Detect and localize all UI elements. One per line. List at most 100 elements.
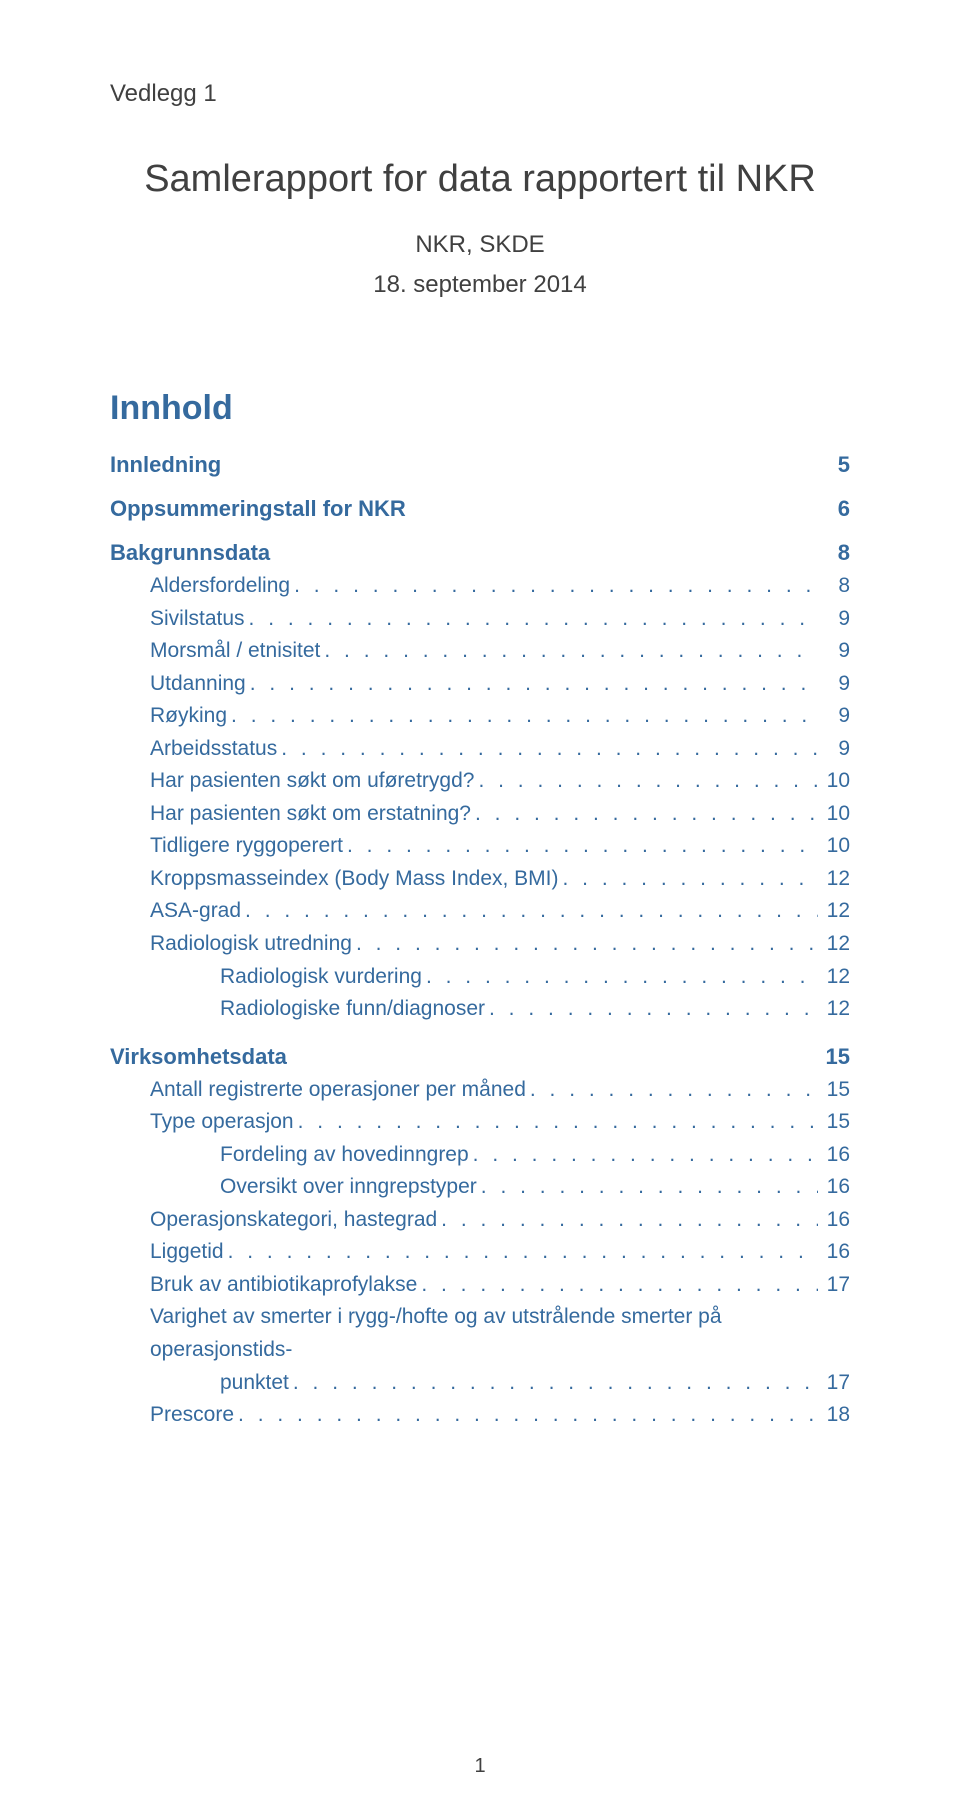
toc-section-innledning[interactable]: Innledning 5 xyxy=(110,452,850,478)
document-page: Vedlegg 1 Samlerapport for data rapporte… xyxy=(0,0,960,1492)
toc-item[interactable]: Arbeidsstatus 9 xyxy=(110,733,850,766)
toc-item-page: 18 xyxy=(822,1399,850,1432)
toc-item-page: 17 xyxy=(822,1367,850,1400)
toc-dots xyxy=(324,635,818,668)
toc-item-page: 12 xyxy=(822,863,850,896)
toc-item-label: Fordeling av hovedinngrep xyxy=(220,1139,469,1172)
toc-heading: Innhold xyxy=(110,389,850,428)
toc-item[interactable]: Operasjonskategori, hastegrad 16 xyxy=(110,1204,850,1237)
toc-item-label: Aldersfordeling xyxy=(150,570,290,603)
toc-item[interactable]: Sivilstatus 9 xyxy=(110,603,850,636)
toc-item-wrapped[interactable]: Varighet av smerter i rygg-/hofte og av … xyxy=(110,1301,850,1399)
toc-dots xyxy=(563,863,819,896)
toc-dots xyxy=(298,1106,818,1139)
toc-item[interactable]: Radiologisk vurdering 12 xyxy=(110,961,850,994)
toc-dots xyxy=(238,1399,818,1432)
toc-dots xyxy=(426,961,818,994)
toc-item-label: Type operasjon xyxy=(150,1106,294,1139)
toc-item[interactable]: Morsmål / etnisitet 9 xyxy=(110,635,850,668)
toc-dots xyxy=(281,733,818,766)
toc-item-page: 9 xyxy=(822,603,850,636)
toc-section-label: Innledning xyxy=(110,452,221,478)
toc-item[interactable]: Liggetid16 xyxy=(110,1236,850,1269)
toc-section-label: Virksomhetsdata xyxy=(110,1044,287,1070)
toc-item-label: Radiologisk vurdering xyxy=(220,961,422,994)
toc-item[interactable]: Radiologiske funn/diagnoser 12 xyxy=(110,993,850,1026)
toc-virksomhet-items: Antall registrerte operasjoner per måned… xyxy=(110,1074,850,1302)
toc-item-page: 9 xyxy=(822,635,850,668)
toc-item-page: 12 xyxy=(822,961,850,994)
toc-dots xyxy=(421,1269,818,1302)
toc-item[interactable]: Har pasienten søkt om erstatning? 10 xyxy=(110,798,850,831)
toc-item-page: 16 xyxy=(822,1171,850,1204)
toc-item-label: Har pasienten søkt om erstatning? xyxy=(150,798,471,831)
toc-item-page: 9 xyxy=(822,700,850,733)
toc-item-page: 10 xyxy=(822,765,850,798)
toc-item[interactable]: Bruk av antibiotikaprofylakse17 xyxy=(110,1269,850,1302)
page-number: 1 xyxy=(0,1755,960,1778)
toc-item-page: 16 xyxy=(822,1204,850,1237)
toc-item[interactable]: Antall registrerte operasjoner per måned… xyxy=(110,1074,850,1107)
toc-item-label: Har pasienten søkt om uføretrygd? xyxy=(150,765,474,798)
toc-item-label: Tidligere ryggoperert xyxy=(150,830,343,863)
toc-dots xyxy=(249,603,818,636)
toc-item[interactable]: Kroppsmasseindex (Body Mass Index, BMI) 1… xyxy=(110,863,850,896)
toc-virksomhet-last: Prescore 18 xyxy=(110,1399,850,1432)
appendix-label: Vedlegg 1 xyxy=(110,80,850,108)
toc-dots xyxy=(481,1171,818,1204)
toc-item[interactable]: Type operasjon 15 xyxy=(110,1106,850,1139)
toc-dots xyxy=(293,1367,818,1400)
toc-item-page: 9 xyxy=(822,668,850,701)
toc-section-virksomhet[interactable]: Virksomhetsdata 15 xyxy=(110,1044,850,1070)
toc-dots xyxy=(473,1139,818,1172)
toc-bakgrunn-items: Aldersfordeling8Sivilstatus9Morsmål / et… xyxy=(110,570,850,1026)
toc-item-page: 9 xyxy=(822,733,850,766)
toc-section-bakgrunn[interactable]: Bakgrunnsdata 8 xyxy=(110,540,850,566)
toc-item-label: Sivilstatus xyxy=(150,603,245,636)
toc-dots xyxy=(441,1204,818,1237)
toc-dots xyxy=(489,993,818,1026)
toc-dots xyxy=(356,928,818,961)
toc-section-page: 6 xyxy=(838,496,850,522)
document-date: 18. september 2014 xyxy=(110,271,850,299)
toc-item-label: Morsmål / etnisitet xyxy=(150,635,320,668)
toc-item[interactable]: Utdanning 9 xyxy=(110,668,850,701)
toc-item[interactable]: Prescore 18 xyxy=(110,1399,850,1432)
toc-item-page: 16 xyxy=(822,1139,850,1172)
toc-dots xyxy=(478,765,818,798)
toc-item-page: 12 xyxy=(822,993,850,1026)
toc-dots xyxy=(231,700,818,733)
toc-item[interactable]: ASA-grad 12 xyxy=(110,895,850,928)
toc-item[interactable]: Fordeling av hovedinngrep 16 xyxy=(110,1139,850,1172)
document-title: Samlerapport for data rapportert til NKR xyxy=(110,158,850,201)
toc-dots xyxy=(250,668,818,701)
toc-item-label: Kroppsmasseindex (Body Mass Index, BMI) xyxy=(150,863,559,896)
toc-section-page: 8 xyxy=(838,540,850,566)
toc-item-label: Liggetid xyxy=(150,1236,224,1269)
toc-item-label: Radiologisk utredning xyxy=(150,928,352,961)
toc-section-label: Oppsummeringstall for NKR xyxy=(110,496,406,522)
toc-section-oppsummering[interactable]: Oppsummeringstall for NKR 6 xyxy=(110,496,850,522)
toc-item-label: ASA-grad xyxy=(150,895,241,928)
toc-item-page: 15 xyxy=(822,1106,850,1139)
toc-item[interactable]: Røyking9 xyxy=(110,700,850,733)
toc-item[interactable]: Radiologisk utredning12 xyxy=(110,928,850,961)
toc-dots xyxy=(245,895,818,928)
toc-item-label: Radiologiske funn/diagnoser xyxy=(220,993,485,1026)
toc-item-label: Oversikt over inngrepstyper xyxy=(220,1171,477,1204)
toc-item-page: 17 xyxy=(822,1269,850,1302)
toc-item[interactable]: Tidligere ryggoperert10 xyxy=(110,830,850,863)
toc-item[interactable]: Har pasienten søkt om uføretrygd? 10 xyxy=(110,765,850,798)
toc-item-label: Operasjonskategori, hastegrad xyxy=(150,1204,437,1237)
toc-item[interactable]: Aldersfordeling8 xyxy=(110,570,850,603)
document-subtitle: NKR, SKDE xyxy=(110,231,850,259)
toc-item-label: Utdanning xyxy=(150,668,246,701)
toc-item-page: 12 xyxy=(822,895,850,928)
toc-item-label: Prescore xyxy=(150,1399,234,1432)
toc-item-label: Arbeidsstatus xyxy=(150,733,277,766)
toc-item[interactable]: Oversikt over inngrepstyper 16 xyxy=(110,1171,850,1204)
toc-item-label: Antall registrerte operasjoner per måned xyxy=(150,1074,526,1107)
toc-item-page: 10 xyxy=(822,798,850,831)
toc-item-label-line1: Varighet av smerter i rygg-/hofte og av … xyxy=(150,1301,850,1366)
toc-item-label-line2: punktet xyxy=(220,1367,289,1400)
